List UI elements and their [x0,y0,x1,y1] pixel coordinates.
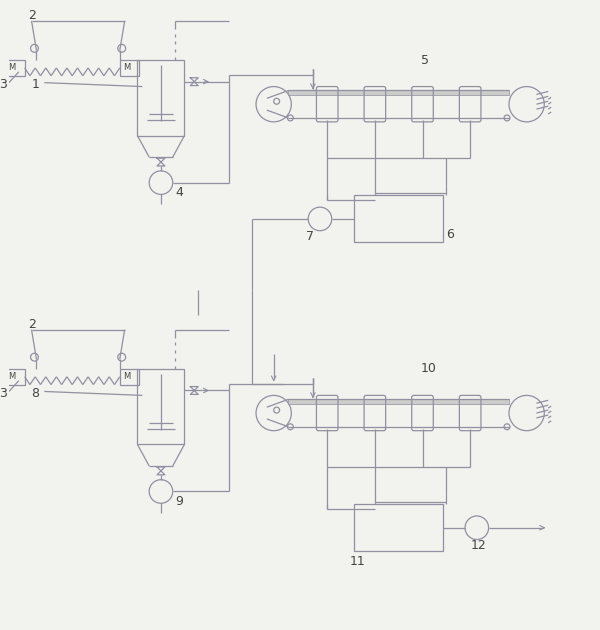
Text: 7: 7 [306,230,314,243]
Text: 12: 12 [471,539,487,552]
Text: M: M [123,372,130,381]
Text: M: M [8,372,15,381]
Bar [137,60,184,135]
Text: 8: 8 [32,387,40,400]
Text: 4: 4 [176,186,184,199]
Bar [120,60,139,76]
Text: M: M [8,64,15,72]
Text: 2: 2 [29,318,37,331]
Text: 10: 10 [421,362,437,375]
Text: 2: 2 [29,9,37,23]
Text: 3: 3 [0,78,7,91]
Text: 5: 5 [421,54,429,67]
Bar [5,60,25,76]
Text: 1: 1 [32,78,40,91]
Bar [5,369,25,384]
Bar [354,195,443,243]
Polygon shape [289,91,509,95]
Bar [354,504,443,551]
Text: 9: 9 [176,495,184,508]
Text: 6: 6 [446,228,454,241]
Text: 3: 3 [0,387,7,400]
Polygon shape [289,399,509,404]
Bar [120,369,139,384]
Text: 11: 11 [349,554,365,568]
Bar [137,369,184,444]
Text: M: M [123,64,130,72]
